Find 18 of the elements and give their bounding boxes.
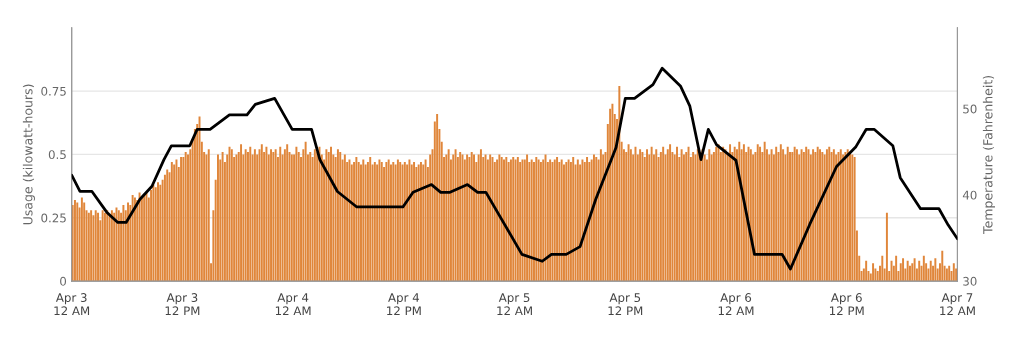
x-tick-label: Apr 6 12 PM	[829, 293, 864, 316]
y-axis-title: Usage (kilowatt-hours)	[22, 84, 35, 225]
y2-tick-label: 30	[963, 276, 977, 286]
y2-axis-title: Temperature (Fahrenheit)	[982, 75, 995, 234]
y2-tick-label: 50	[963, 104, 977, 114]
x-tick-label: Apr 7 12 AM	[940, 293, 975, 316]
y-tick-label: 0.25	[41, 213, 66, 223]
x-tick-label: Apr 5 12 AM	[497, 293, 532, 316]
x-tick-label: Apr 4 12 PM	[387, 293, 421, 316]
x-tick-label: Apr 6 12 AM	[718, 293, 754, 316]
x-tick-label: Apr 5 12 PM	[608, 293, 643, 316]
y-tick-label: 0.75	[41, 86, 66, 96]
x-tick-label: Apr 3 12 AM	[54, 293, 90, 316]
x-tick-label: Apr 4 12 AM	[275, 293, 311, 316]
y2-tick-label: 40	[962, 190, 977, 200]
x-tick-label: Apr 3 12 PM	[165, 293, 200, 316]
y-tick-label: 0	[60, 276, 67, 286]
y-tick-label: 0.5	[48, 150, 66, 160]
